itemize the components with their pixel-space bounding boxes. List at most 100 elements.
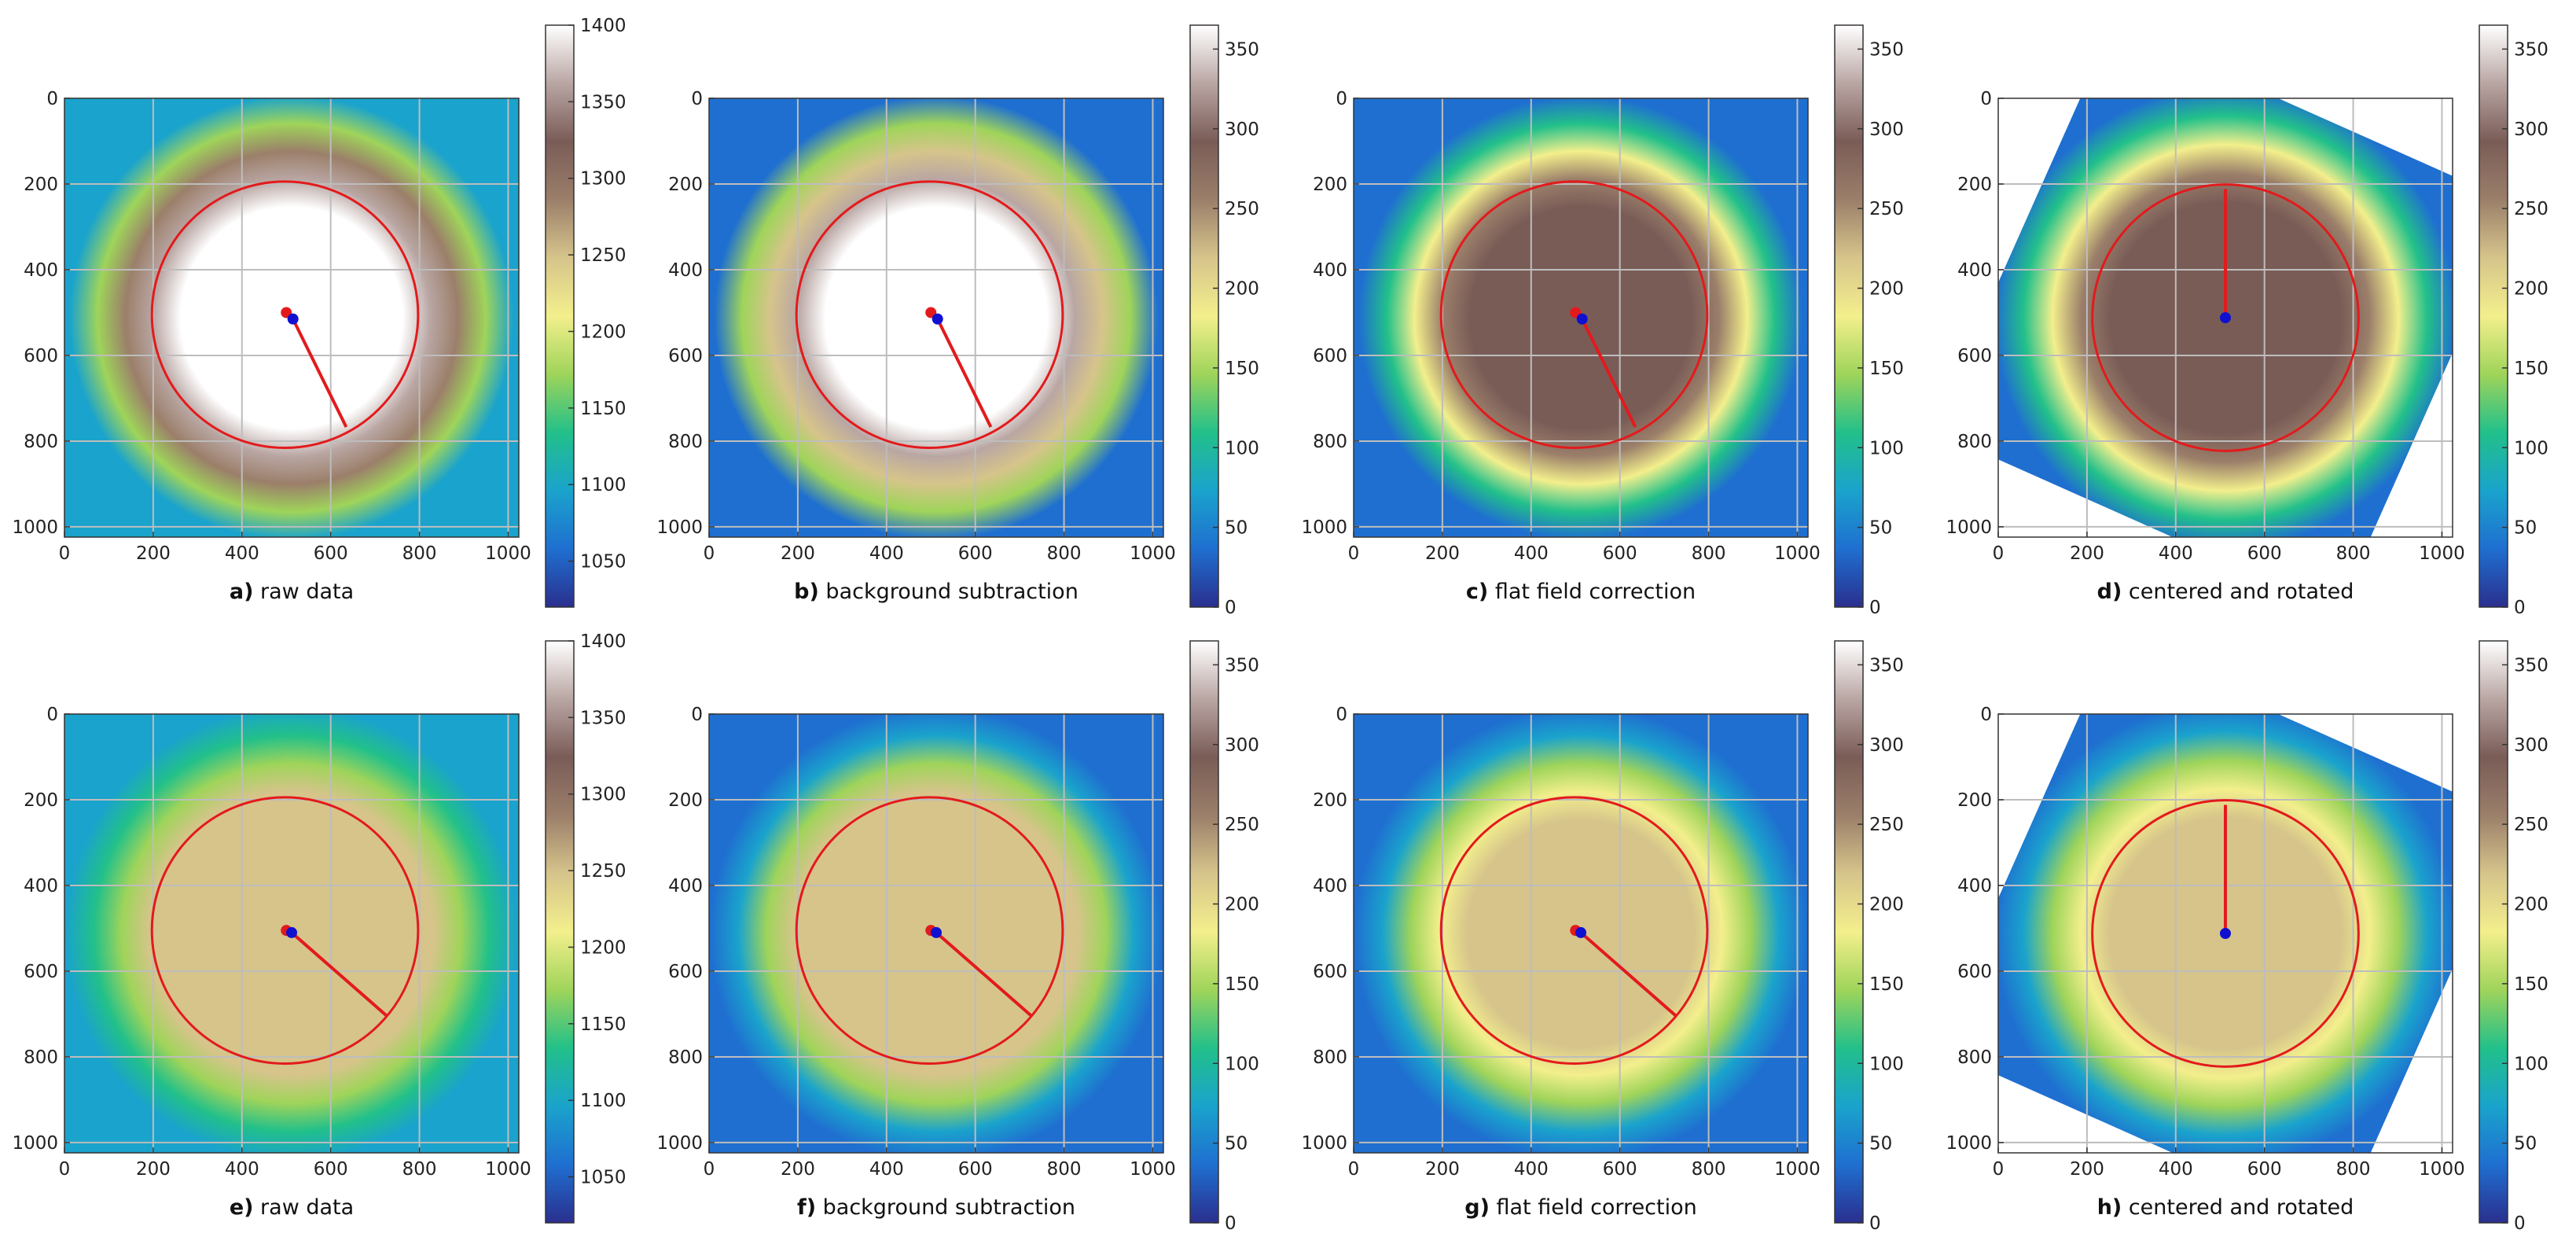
grid-lines (1998, 714, 2453, 1153)
panel-letter: h) (2097, 1195, 2122, 1220)
x-tick-label: 600 (1603, 543, 1637, 564)
x-tick-label: 800 (402, 1159, 437, 1180)
colorbar-tick-label: 200 (2514, 279, 2548, 300)
grid-lines (64, 98, 519, 537)
x-tick-label: 1000 (485, 543, 531, 564)
axes-frame (1997, 98, 2453, 538)
colorbar-tick-label: 1100 (580, 475, 627, 495)
x-tick-label: 600 (958, 1159, 993, 1180)
panel-caption-text: centered and rotated (2122, 580, 2354, 604)
colorbar-tick-label: 200 (1869, 279, 1904, 300)
colorbar-tick-label: 200 (1869, 895, 1904, 915)
x-tick-label: 400 (869, 543, 904, 564)
y-tick-label: 200 (1313, 175, 1347, 195)
x-tick-label: 600 (958, 543, 993, 564)
colorbar-tick-label: 100 (1869, 1054, 1904, 1074)
colorbar-tick-label: 300 (2514, 735, 2548, 756)
y-tick-label: 0 (1336, 705, 1347, 725)
panel-caption-text: raw data (253, 1195, 354, 1220)
colorbar-scale (545, 24, 575, 608)
x-tick-label: 600 (314, 1159, 348, 1180)
panel-caption-text: flat field correction (1488, 580, 1696, 604)
colorbar-tick-label: 100 (2514, 438, 2548, 458)
colorbar-tick-label: 1400 (580, 631, 627, 652)
y-tick-label: 0 (1980, 705, 1992, 725)
colorbar-tick-label: 150 (1869, 359, 1904, 379)
axes-frame (708, 98, 1164, 538)
colorbar-scale (1189, 640, 1219, 1224)
colorbar-tick-label: 300 (1869, 120, 1904, 140)
colorbar-tick-label: 150 (2514, 974, 2548, 995)
y-tick-label: 400 (668, 876, 703, 896)
colorbar-tick-label: 250 (1869, 199, 1904, 219)
colorbar-tick-label: 0 (1869, 598, 1881, 618)
colorbar-scale (1834, 640, 1864, 1224)
colorbar: 0 50 100 150 200 250 300 350 (1189, 640, 1259, 1234)
colorbar-tick-label: 250 (2514, 199, 2548, 219)
center-marker-blue (1575, 926, 1586, 938)
y-tick-label: 400 (668, 260, 703, 281)
y-tick-label: 400 (24, 876, 58, 896)
colorbar-tick-label: 250 (1869, 815, 1904, 835)
colorbar: 0 50 100 150 200 250 300 350 (2479, 24, 2548, 618)
colorbar-tick-label: 1300 (580, 785, 627, 805)
colorbar-tick-label: 1350 (580, 708, 627, 728)
panel-caption: a) raw data (230, 580, 354, 604)
colorbar-tick-label: 50 (1225, 1134, 1248, 1154)
colorbar-tick-label: 100 (1869, 438, 1904, 458)
y-tick-label: 1000 (656, 517, 703, 538)
y-tick-label: 200 (1313, 790, 1347, 811)
y-tick-label: 600 (1313, 962, 1347, 982)
y-tick-label: 1000 (1301, 1133, 1347, 1154)
fit-circle (795, 180, 1064, 450)
x-tick-label: 200 (136, 543, 171, 564)
colorbar-tick-label: 200 (1225, 895, 1259, 915)
x-tick-label: 800 (1047, 1159, 1082, 1180)
colorbar-tick-label: 1050 (580, 552, 627, 572)
colorbar-tick-label: 300 (2514, 120, 2548, 140)
colorbar-tick-label: 300 (1225, 120, 1259, 140)
x-tick-label: 0 (59, 543, 71, 564)
colorbar-tick-label: 0 (2514, 1213, 2526, 1234)
fit-circle (150, 180, 420, 450)
colorbar-tick-label: 350 (2514, 655, 2548, 676)
x-tick-label: 200 (781, 543, 815, 564)
center-marker-blue (2220, 928, 2231, 939)
panel-letter: d) (2097, 580, 2122, 604)
colorbar-tick-label: 150 (2514, 359, 2548, 379)
x-tick-label: 0 (1348, 543, 1360, 564)
panel-caption: g) flat field correction (1464, 1195, 1697, 1220)
panel-caption: b) background subtraction (794, 580, 1079, 604)
panel-letter: a) (230, 580, 254, 604)
radius-line (1580, 318, 1637, 428)
panel-caption-text: centered and rotated (2122, 1195, 2354, 1220)
colorbar-tick-label: 50 (1869, 1134, 1892, 1154)
colorbar-tick-label: 350 (1225, 39, 1259, 60)
colorbar-tick-label: 0 (1225, 1213, 1237, 1234)
x-tick-label: 800 (2336, 543, 2371, 564)
y-tick-label: 0 (691, 705, 703, 725)
fit-circle (1439, 180, 1709, 450)
y-tick-label: 800 (668, 1047, 703, 1068)
x-tick-label: 200 (2070, 543, 2104, 564)
radius-line (290, 931, 388, 1017)
panel-caption: d) centered and rotated (2097, 580, 2354, 604)
colorbar-tick-label: 0 (1869, 1213, 1881, 1234)
y-tick-label: 600 (1957, 346, 1992, 366)
colorbar-scale (1189, 24, 1219, 608)
fit-circle (1439, 796, 1709, 1066)
x-tick-label: 600 (314, 543, 348, 564)
panel-caption-text: background subtraction (816, 1195, 1075, 1220)
x-tick-label: 1000 (1774, 1159, 1821, 1180)
grid-lines (1354, 98, 1808, 537)
y-tick-label: 800 (1313, 432, 1347, 452)
colorbar-tick-label: 200 (2514, 895, 2548, 915)
colorbar-tick-label: 0 (2514, 598, 2526, 618)
center-marker-blue (932, 313, 943, 325)
colorbar-tick-label: 50 (1225, 518, 1248, 539)
colorbar-scale (545, 640, 575, 1224)
